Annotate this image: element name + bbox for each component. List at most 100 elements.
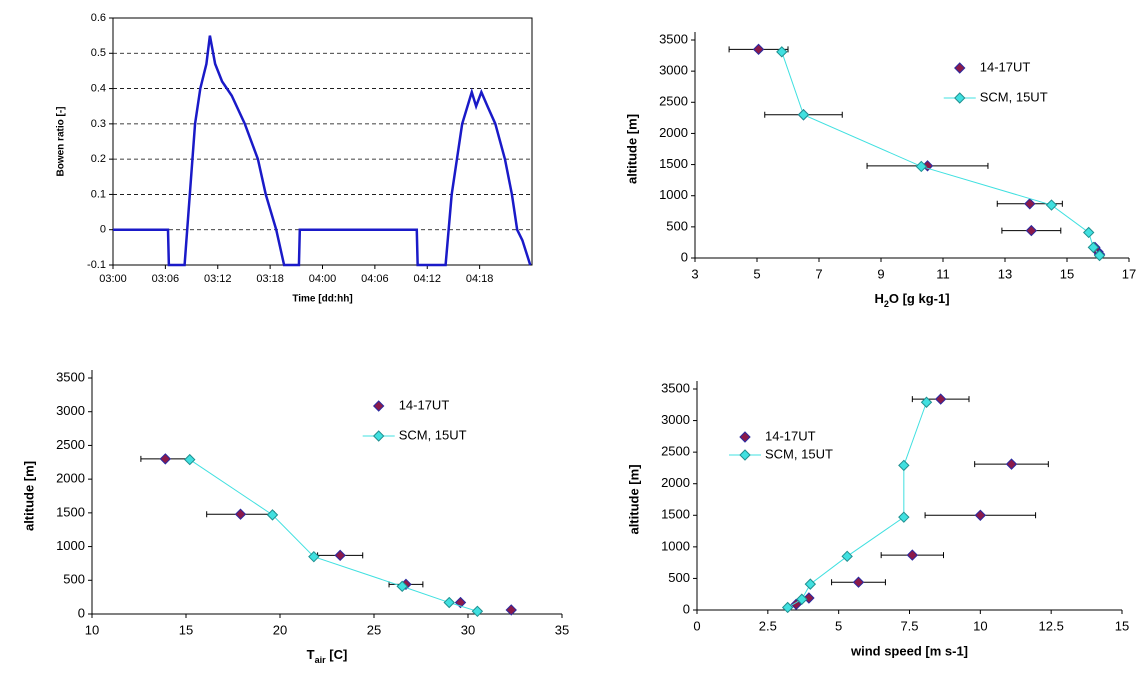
x-axis-label: H2O [g kg-1] — [874, 291, 949, 309]
y-tick-label: 3000 — [659, 63, 688, 78]
y-tick-label: 3500 — [661, 380, 690, 395]
x-axis-label-part: O [g kg-1] — [889, 291, 950, 306]
x-tick-label: 25 — [367, 622, 381, 637]
data-point — [920, 396, 933, 408]
y-tick-label: 2000 — [659, 125, 688, 140]
data-point — [396, 580, 408, 593]
y-tick-label: 500 — [666, 218, 688, 233]
chart-panel: 0 500 1000 1500 2000 2500 3000 3500 0 2.5 5 7.5 10 12… — [626, 380, 1129, 658]
data-point — [906, 549, 919, 561]
chart-panel: 0 500 1000 1500 2000 2500 3000 3500 10 15 20 25 30 35… — [21, 369, 569, 665]
y-tick-label: 3500 — [659, 31, 688, 46]
y-tick-label: 2500 — [661, 444, 690, 459]
y-tick-label: 3000 — [56, 403, 85, 418]
x-axis-label: Time [dd:hh] — [292, 294, 352, 305]
data-point — [841, 550, 853, 563]
chart-panel: 0 500 1000 1500 2000 2500 3000 3500 3 5 7 9 11 13 15 17… — [624, 31, 1136, 309]
x-tick-label: 17 — [1122, 266, 1136, 281]
data-point — [797, 109, 810, 121]
data-point — [852, 576, 865, 588]
x-axis-label: wind speed [m s-1] — [850, 643, 968, 658]
data-point — [898, 511, 910, 523]
legend-marker — [954, 92, 966, 104]
y-tick-label: 500 — [63, 572, 85, 587]
y-tick-label: 2000 — [661, 475, 690, 490]
y-tick-label: 2000 — [56, 471, 85, 486]
data-point — [781, 601, 794, 614]
x-tick-label: 03:00 — [99, 273, 127, 285]
y-tick-label: 0 — [78, 605, 85, 620]
chart-panel: -0.1 0 0.1 0.2 0.3 0.4 0.5 0.6 03:00 03:06 03:12 03… — [56, 12, 533, 305]
x-tick-label: 35 — [555, 622, 569, 637]
data-point — [184, 453, 196, 466]
x-axis-label: Tair [C] — [307, 647, 348, 665]
x-tick-label: 03:12 — [204, 273, 232, 285]
x-tick-label: 30 — [461, 622, 475, 637]
x-tick-label: 2.5 — [759, 618, 777, 633]
y-axis-label: altitude [m] — [21, 461, 36, 531]
y-tick-label: 0 — [683, 601, 690, 616]
y-tick-label: 500 — [668, 570, 690, 585]
data-point — [471, 605, 484, 618]
data-point — [804, 578, 817, 590]
data-point — [1093, 249, 1106, 262]
x-tick-label: 15 — [1060, 266, 1074, 281]
y-tick-label: 1500 — [661, 507, 690, 522]
y-tick-label: 3500 — [56, 369, 85, 384]
data-point — [974, 509, 987, 521]
y-tick-label: 0.3 — [91, 118, 106, 130]
y-tick-label: 1500 — [56, 504, 85, 519]
plot-frame — [112, 17, 533, 266]
x-tick-label: 0 — [693, 618, 700, 633]
x-tick-label: 10 — [973, 618, 987, 633]
y-axis-label: altitude [m] — [624, 114, 639, 184]
data-point — [752, 43, 765, 56]
legend-marker — [739, 431, 751, 443]
data-point — [1082, 226, 1095, 239]
y-axis-label: Bowen ratio [-] — [56, 107, 67, 177]
y-axis-label: altitude [m] — [626, 464, 641, 534]
x-tick-label: 11 — [936, 266, 950, 281]
y-tick-label: 0.6 — [91, 12, 106, 24]
y-tick-label: 0.2 — [91, 153, 106, 165]
data-point — [505, 604, 517, 616]
x-tick-label: 04:18 — [466, 273, 494, 285]
x-tick-label: 15 — [1115, 618, 1129, 633]
x-tick-label: 03:18 — [256, 273, 284, 285]
x-tick-label: 04:12 — [413, 273, 441, 285]
data-point — [790, 598, 802, 611]
x-tick-label: 03:06 — [152, 273, 180, 285]
x-tick-label: 5 — [835, 618, 842, 633]
x-axis-label-part: air — [315, 655, 327, 665]
y-tick-label: 0.1 — [91, 188, 106, 200]
y-tick-label: 1000 — [661, 538, 690, 553]
data-point — [443, 596, 455, 609]
x-tick-label: 12.5 — [1039, 618, 1064, 633]
legend-marker — [372, 430, 385, 442]
legend-label: SCM, 15UT — [765, 446, 833, 461]
data-point — [1024, 198, 1036, 210]
data-point — [234, 508, 247, 520]
y-tick-label: 0 — [100, 224, 106, 236]
legend-marker — [739, 449, 751, 461]
data-point — [776, 46, 788, 58]
data-point — [796, 593, 808, 605]
x-tick-label: 5 — [753, 266, 760, 281]
data-point — [1087, 241, 1100, 254]
legend-label: 14-17UT — [765, 428, 816, 443]
x-tick-label: 7.5 — [900, 618, 918, 633]
series-line — [189, 459, 478, 612]
y-tick-label: 0.4 — [91, 82, 106, 94]
x-tick-label: 9 — [877, 266, 884, 281]
x-axis-label-part: [C] — [326, 647, 348, 662]
legend-label: 14-17UT — [980, 59, 1031, 74]
x-axis-label-part: 2 — [884, 299, 889, 309]
y-tick-label: 3000 — [661, 412, 690, 427]
data-line — [113, 35, 532, 267]
data-point — [159, 453, 172, 465]
data-point — [934, 393, 947, 405]
y-tick-label: 2500 — [56, 437, 85, 452]
data-point — [308, 550, 320, 563]
x-axis-label-part: T — [307, 647, 315, 662]
